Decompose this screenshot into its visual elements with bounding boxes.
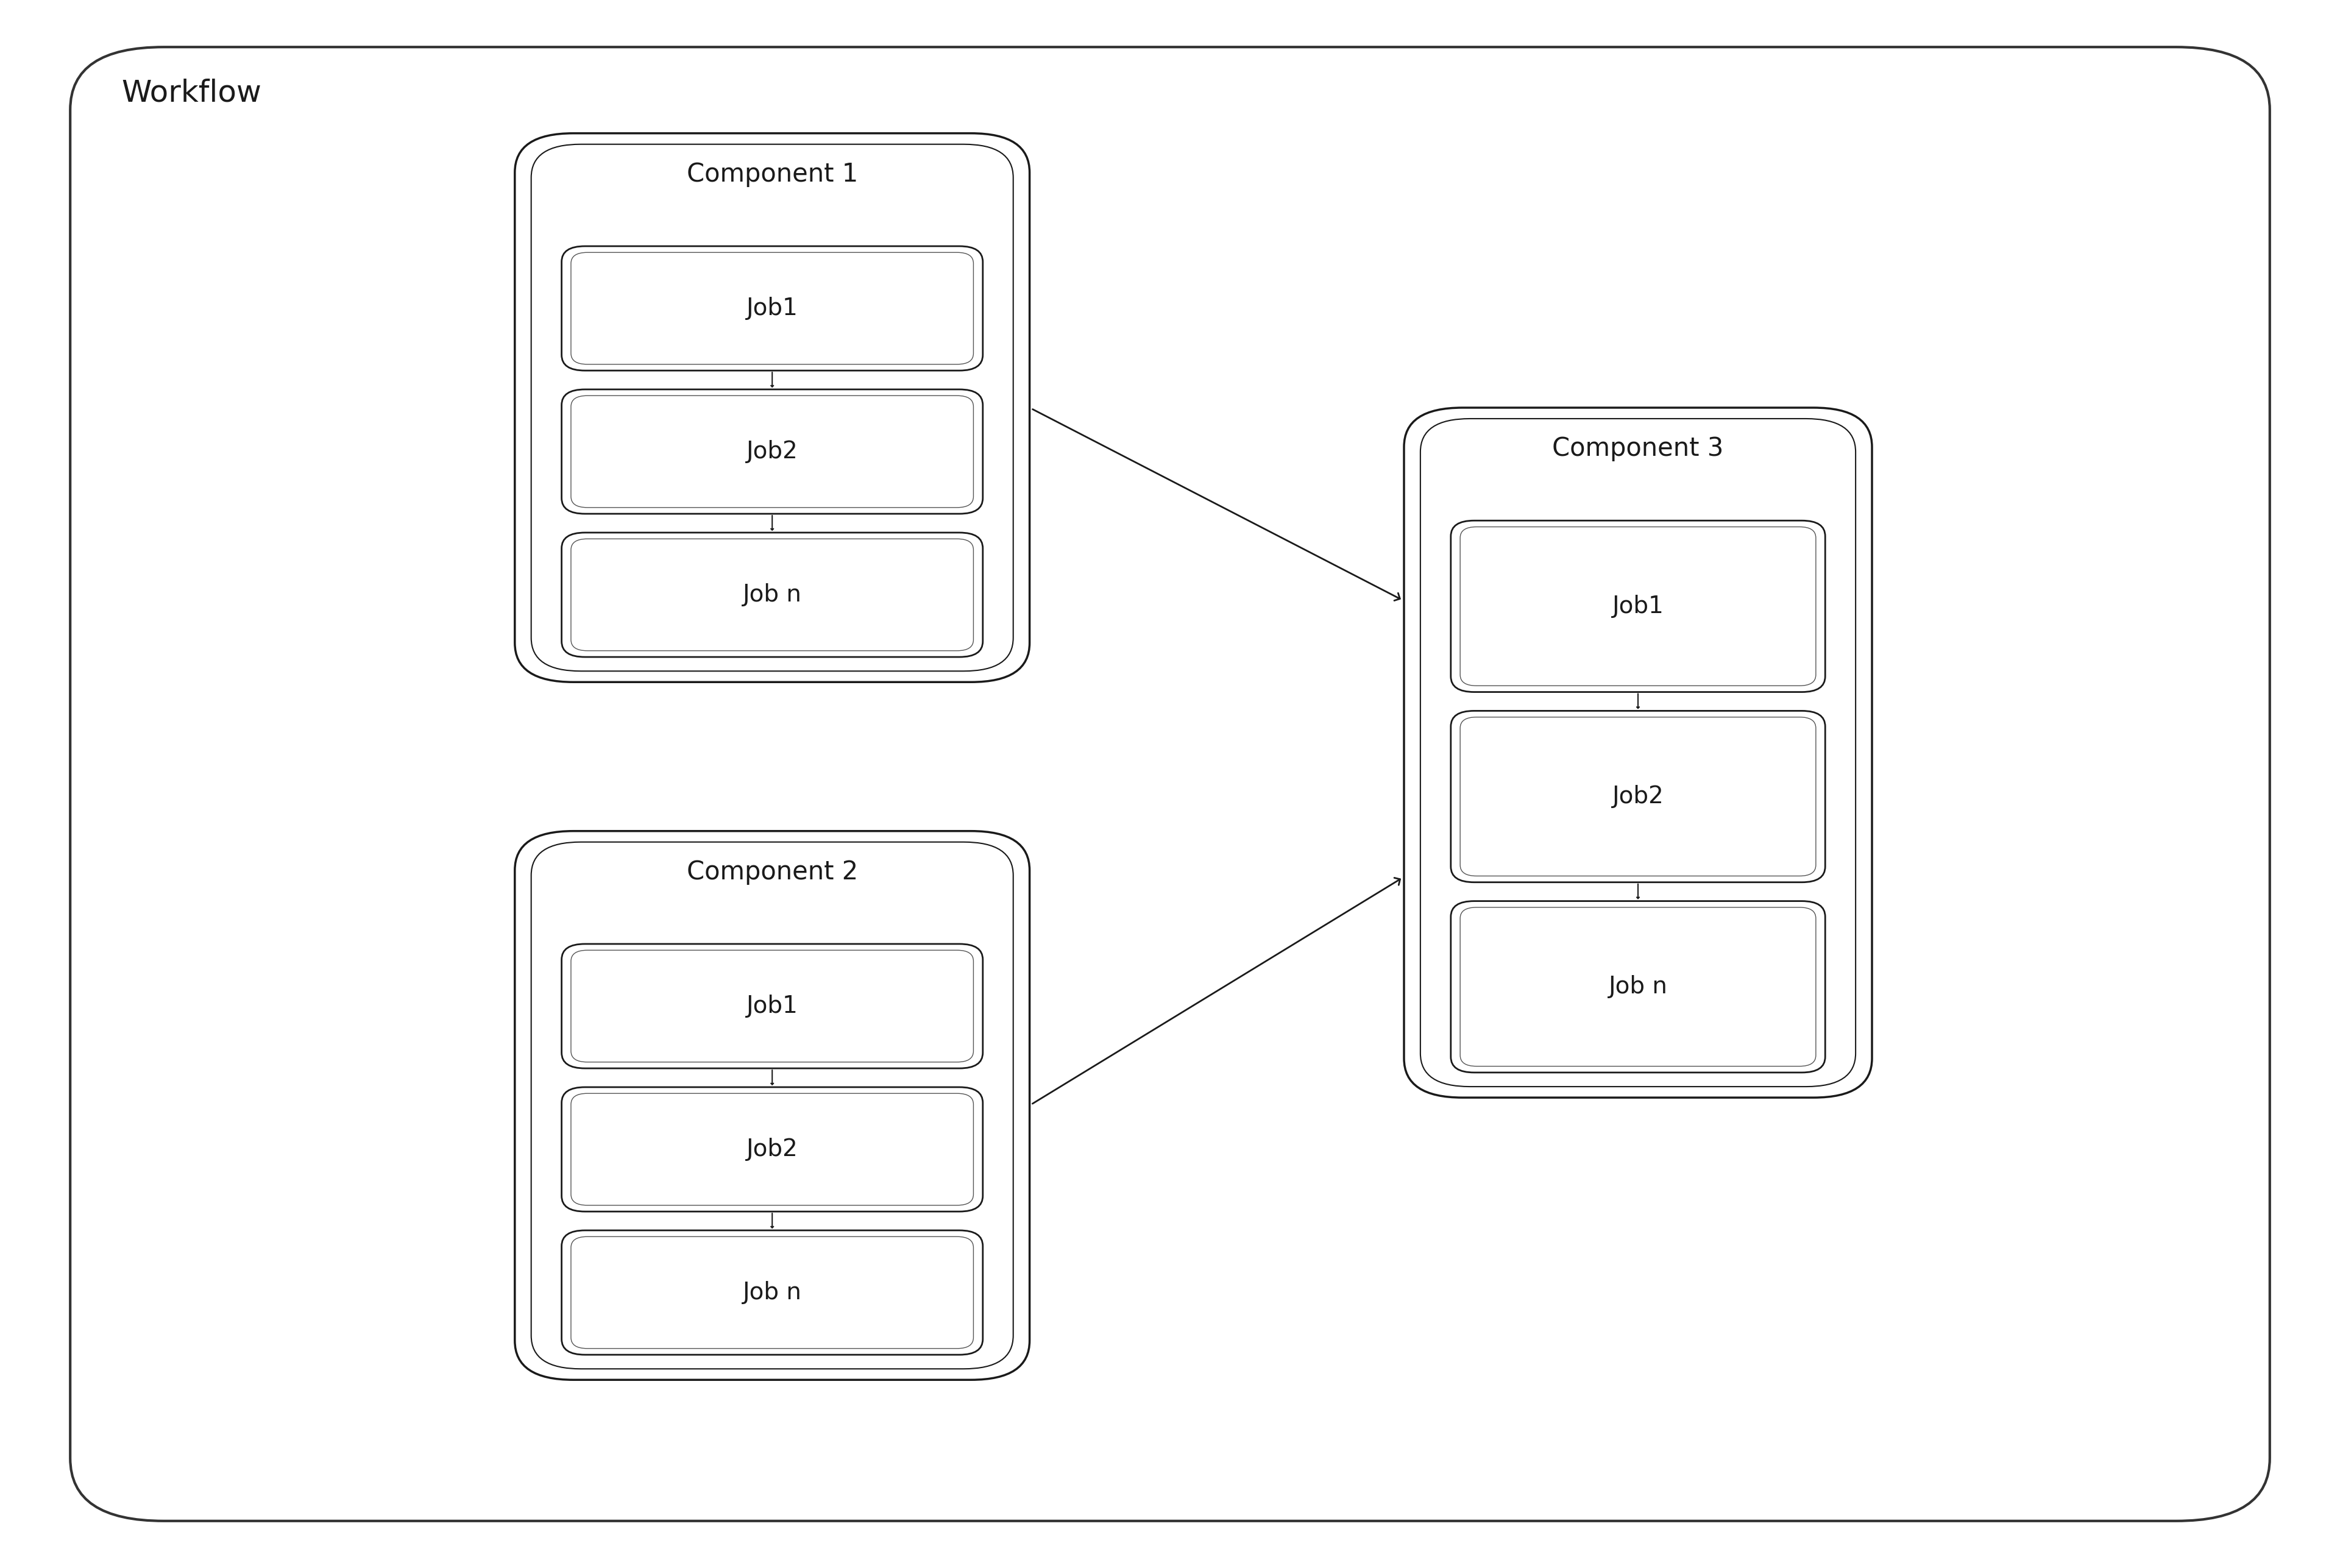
Text: Job2: Job2 [746, 441, 798, 463]
Text: Job n: Job n [742, 1281, 803, 1305]
FancyBboxPatch shape [515, 831, 1030, 1380]
Text: Component 1: Component 1 [686, 162, 859, 187]
Text: Job n: Job n [1608, 975, 1668, 999]
FancyBboxPatch shape [1404, 408, 1872, 1098]
Text: Job n: Job n [742, 583, 803, 607]
Text: Component 2: Component 2 [686, 859, 859, 884]
FancyBboxPatch shape [70, 47, 2270, 1521]
FancyBboxPatch shape [1451, 902, 1825, 1073]
FancyBboxPatch shape [562, 533, 983, 657]
Text: Job2: Job2 [746, 1138, 798, 1160]
FancyBboxPatch shape [562, 389, 983, 514]
FancyBboxPatch shape [515, 133, 1030, 682]
FancyBboxPatch shape [1451, 521, 1825, 691]
FancyBboxPatch shape [562, 246, 983, 370]
Text: Job1: Job1 [746, 994, 798, 1018]
Text: Job1: Job1 [1612, 594, 1664, 618]
Text: Component 3: Component 3 [1551, 436, 1725, 461]
FancyBboxPatch shape [562, 944, 983, 1068]
Text: Job1: Job1 [746, 296, 798, 320]
FancyBboxPatch shape [1451, 710, 1825, 883]
Text: Job2: Job2 [1612, 786, 1664, 808]
FancyBboxPatch shape [562, 1231, 983, 1355]
FancyBboxPatch shape [562, 1087, 983, 1212]
Text: Workflow: Workflow [122, 78, 262, 108]
